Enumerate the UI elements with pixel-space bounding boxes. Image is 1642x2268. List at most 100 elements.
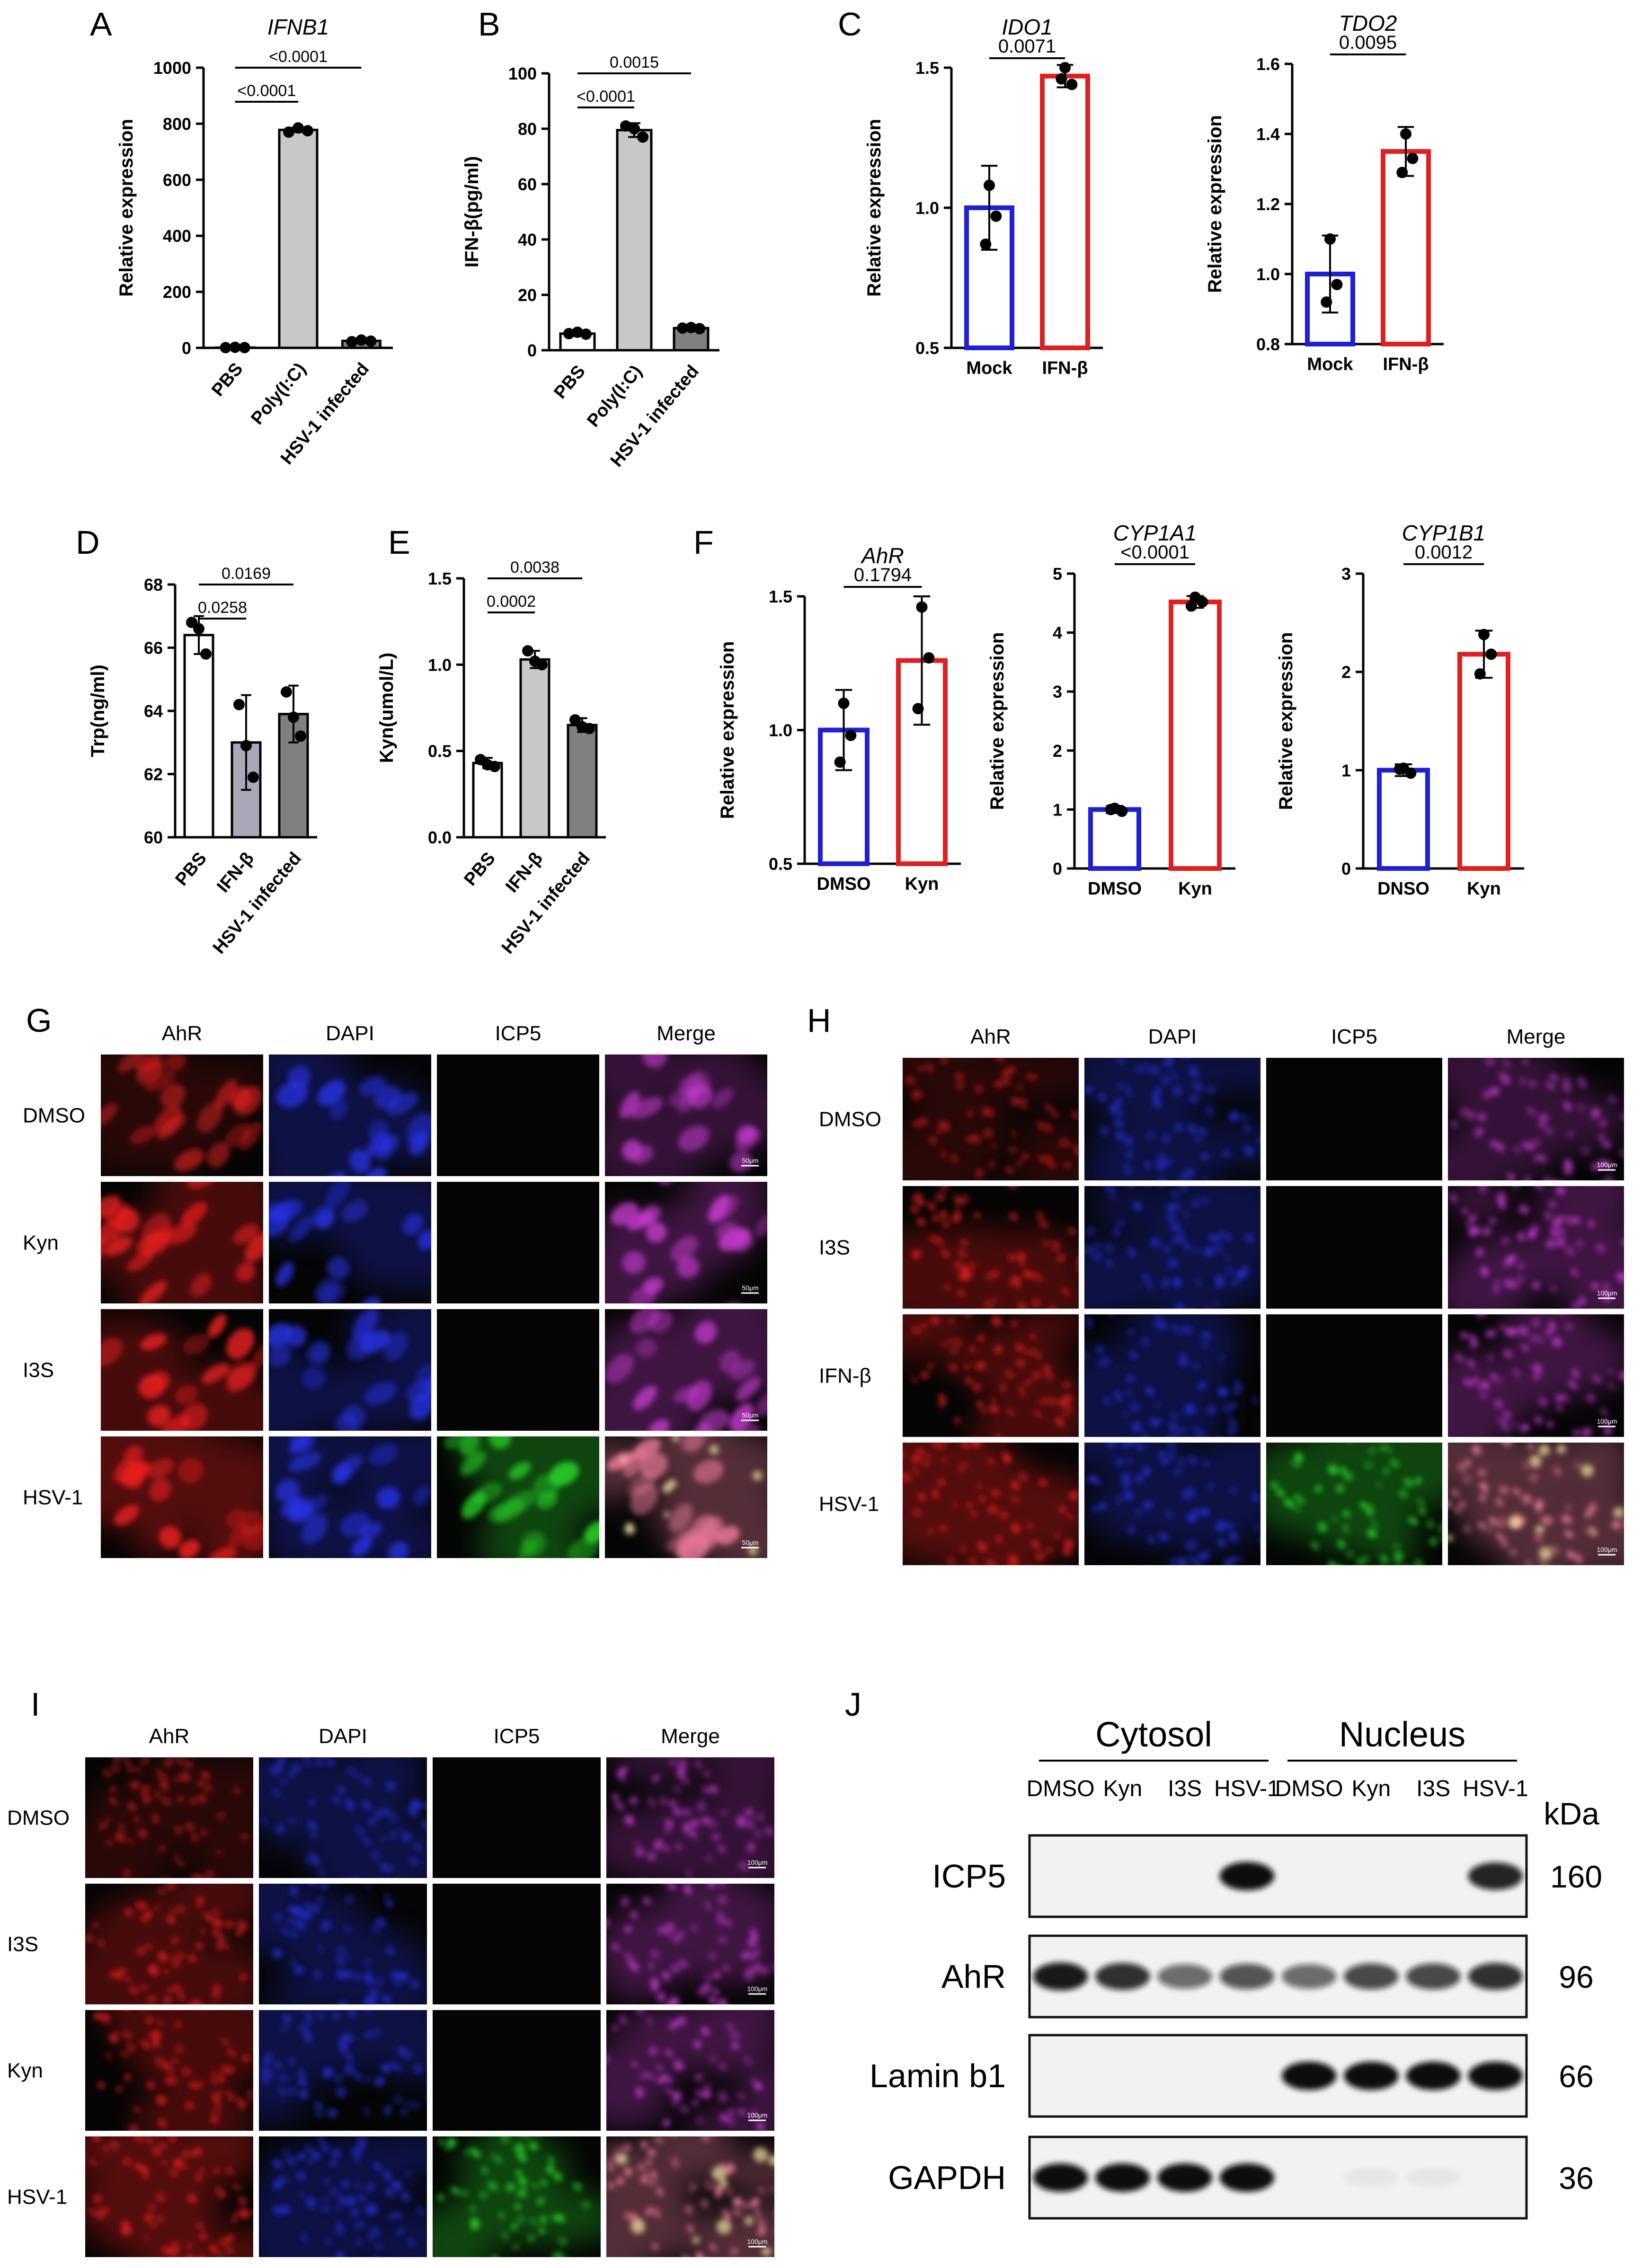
data-point [522, 645, 533, 656]
x-tick-label: PBS [460, 849, 499, 890]
panel-letter-b: B [478, 6, 500, 43]
lane-label: I3S [1168, 1776, 1202, 1801]
protein-label: AhR [941, 1958, 1006, 1995]
y-axis-label-a: Relative expression [116, 119, 137, 297]
lane-label: HSV-1 [1214, 1776, 1280, 1801]
band [1220, 2163, 1275, 2192]
y-axis-label-e: Kyn(umol/L) [376, 653, 397, 763]
x-tick-label: DMSO [1088, 879, 1142, 899]
data-point [1396, 167, 1408, 178]
band [1033, 1963, 1088, 1991]
kda-value: 160 [1550, 1859, 1602, 1894]
data-point [302, 125, 313, 136]
column-header: DAPI [1148, 1025, 1197, 1048]
data-point [281, 686, 292, 698]
micrograph-tile [433, 1884, 601, 2004]
data-point [193, 623, 204, 634]
y-tick-label: 1 [1341, 761, 1351, 780]
data-point [1186, 601, 1197, 612]
y-tick-label: 0.5 [428, 742, 452, 761]
band [1033, 2163, 1088, 2192]
y-tick-label: 1.0 [1256, 265, 1280, 284]
y-tick-label: 100 [508, 64, 537, 83]
lane-label: DMSO [1027, 1776, 1095, 1801]
panel-letter-i: I [31, 1686, 40, 1723]
data-point [1405, 768, 1416, 779]
scale-bar-label: 50μm [742, 1157, 758, 1164]
kda-value: 36 [1559, 2161, 1593, 2196]
y-tick-label: 64 [144, 701, 163, 721]
data-point [365, 336, 376, 347]
y-tick-label: 68 [144, 575, 163, 594]
p-value-label: 0.0012 [1415, 542, 1473, 563]
data-point [913, 703, 924, 714]
y-axis-label-b: IFN-β(pg/ml) [462, 156, 482, 267]
column-header: DAPI [319, 1725, 367, 1748]
panel-letter-e: E [388, 524, 410, 561]
y-tick-label: 3 [1341, 564, 1351, 584]
panel-letter-d: D [76, 524, 100, 561]
y-tick-label: 0 [527, 341, 537, 360]
y-tick-label: 0.5 [769, 854, 792, 874]
data-point [845, 730, 856, 741]
row-label: IFN-β [819, 1364, 871, 1388]
data-point [1321, 296, 1332, 308]
panel-letter-j: J [845, 1686, 861, 1723]
band [1344, 2062, 1399, 2090]
blot-ahr: AhR 96 [941, 1936, 1594, 2017]
x-tick-label: HSV-1 infected [498, 849, 594, 958]
protein-label: GAPDH [888, 2159, 1006, 2196]
data-point [1197, 596, 1208, 608]
data-point [637, 132, 648, 143]
scale-bar-label: 100μm [747, 1859, 767, 1866]
x-tick-label: DNSO [1377, 879, 1429, 899]
lane-label: HSV-1 [1463, 1776, 1528, 1801]
scale-bar-label: 100μm [747, 1985, 767, 1993]
p-value-label: 0.0002 [487, 593, 536, 611]
x-tick-label: HSV-1 infected [209, 849, 305, 958]
y-tick-label: 600 [163, 170, 191, 190]
scale-bar-label: 50μm [742, 1411, 758, 1419]
band [1344, 1964, 1399, 1990]
micrograph-tile [433, 1757, 601, 1878]
data-point [980, 239, 991, 250]
data-point [580, 328, 592, 340]
y-tick-label: 1000 [153, 58, 191, 78]
data-point [629, 123, 640, 134]
data-point [984, 180, 995, 191]
row-label: DMSO [7, 1807, 70, 1830]
data-point [838, 698, 850, 709]
data-point [248, 771, 259, 783]
kda-value: 96 [1559, 1959, 1593, 1994]
y-tick-label: 0 [182, 338, 191, 358]
micrograph-tile: 100μm [1419, 1028, 1629, 1214]
y-tick-label: 0 [1341, 859, 1351, 878]
p-value-label: 0.0095 [1339, 32, 1397, 53]
bar [185, 635, 213, 837]
y-tick-label: 0.5 [915, 338, 939, 358]
data-point [1394, 763, 1405, 775]
protein-label: Lamin b1 [870, 2057, 1006, 2094]
chart-title-a: IFNB1 [267, 15, 329, 39]
panel-letter-f: F [693, 524, 714, 561]
y-tick-label: 20 [518, 285, 537, 305]
band [1282, 1964, 1337, 1989]
protein-label: ICP5 [932, 1858, 1006, 1895]
y-tick-label: 60 [518, 175, 537, 194]
x-tick-label: Kyn [1178, 879, 1212, 899]
column-header: ICP5 [495, 1022, 541, 1045]
data-point [200, 648, 212, 660]
x-tick-label: IFN-β [1383, 354, 1429, 374]
group-label-cytosol: Cytosol [1095, 1715, 1212, 1754]
data-point [916, 602, 928, 613]
y-tick-label: 1.5 [915, 58, 939, 78]
column-header: ICP5 [494, 1725, 540, 1748]
